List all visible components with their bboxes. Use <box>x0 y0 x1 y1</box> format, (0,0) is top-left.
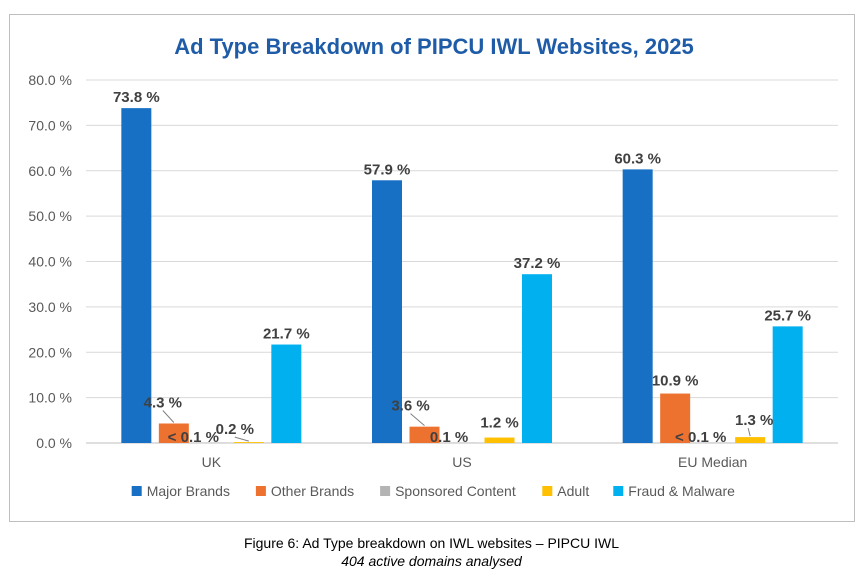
y-tick-label: 10.0 % <box>28 390 72 406</box>
x-tick-label: EU Median <box>678 454 747 470</box>
data-label: 1.3 % <box>735 412 773 429</box>
data-label: 0.2 % <box>216 421 254 438</box>
figure-subcaption: 404 active domains analysed <box>341 553 522 569</box>
bar-sponsored-content-1 <box>447 442 477 443</box>
bar-other-brands-2 <box>660 393 691 443</box>
legend-item: Fraud & Malware <box>613 483 735 499</box>
x-axis-tick-labels: UK US EU Median <box>202 454 748 470</box>
data-label: 4.3 % <box>144 394 182 411</box>
y-tick-label: 60.0 % <box>28 163 72 179</box>
data-label: 1.2 % <box>480 415 518 432</box>
data-label: 57.9 % <box>364 161 411 178</box>
x-tick-label: US <box>452 454 471 470</box>
legend-label: Adult <box>557 483 589 499</box>
y-tick-label: 50.0 % <box>28 208 72 224</box>
bar-fraud-malware-2 <box>772 326 803 443</box>
data-label: 21.7 % <box>263 326 310 343</box>
legend-swatch <box>131 486 142 496</box>
data-label: 10.9 % <box>652 373 699 390</box>
label-leader-line <box>410 413 425 427</box>
data-label: 25.7 % <box>764 307 811 324</box>
y-tick-label: 70.0 % <box>28 117 72 133</box>
bar-fraud-malware-1 <box>522 274 552 443</box>
data-label: < 0.1 % <box>675 429 726 446</box>
legend-item: Other Brands <box>255 483 354 499</box>
y-axis-tick-labels: 0.0 % 10.0 % 20.0 % 30.0 % 40.0 % 50.0 % 60.0 … <box>28 72 72 451</box>
bar-other-brands-1 <box>409 426 440 443</box>
legend-swatch <box>255 486 266 496</box>
legend-item: Major Brands <box>131 483 230 499</box>
data-label: < 0.1 % <box>168 429 219 446</box>
figure-caption: Figure 6: Ad Type breakdown on IWL websi… <box>243 535 620 551</box>
bar-adult-0 <box>233 442 264 443</box>
bar-adult-1 <box>484 437 515 443</box>
bars <box>121 108 803 444</box>
legend-swatch <box>613 486 624 496</box>
chart-frame: Ad Type Breakdown of PIPCU IWL Websites,… <box>9 14 855 522</box>
chart-title: Ad Type Breakdown of PIPCU IWL Websites,… <box>174 34 694 59</box>
legend-item: Adult <box>542 483 589 499</box>
data-label: 3.6 % <box>391 398 429 415</box>
bar-sponsored-content-0 <box>196 442 227 443</box>
data-labels: 73.8 %4.3 %< 0.1 %0.2 %21.7 %57.9 %3.6 %… <box>113 89 811 446</box>
legend: Major Brands Other Brands Sponsored Conten… <box>131 483 735 499</box>
legend-label: Major Brands <box>147 483 230 499</box>
y-tick-label: 20.0 % <box>28 344 72 360</box>
x-tick-label: UK <box>202 454 222 470</box>
y-tick-label: 80.0 % <box>28 72 72 88</box>
legend-swatch <box>380 486 391 496</box>
grid-lines <box>86 79 838 444</box>
y-tick-label: 0.0 % <box>36 435 72 451</box>
bar-chart: Ad Type Breakdown of PIPCU IWL Websites,… <box>28 34 838 499</box>
data-label: 37.2 % <box>514 255 561 272</box>
data-label: 0.1 % <box>430 429 468 446</box>
bar-other-brands-0 <box>158 423 189 443</box>
legend-swatch <box>542 486 553 496</box>
label-leader-line <box>162 410 175 423</box>
legend-label: Other Brands <box>271 483 354 499</box>
bar-adult-2 <box>735 437 766 443</box>
y-tick-label: 30.0 % <box>28 299 72 315</box>
bar-major-brands-1 <box>372 180 402 443</box>
y-tick-label: 40.0 % <box>28 254 72 270</box>
label-leader-line <box>234 436 249 442</box>
data-label: 73.8 % <box>113 89 160 106</box>
legend-label: Fraud & Malware <box>628 483 735 499</box>
bar-sponsored-content-2 <box>697 442 728 443</box>
bar-fraud-malware-0 <box>271 344 302 443</box>
legend-label: Sponsored Content <box>395 483 516 499</box>
data-label: 60.3 % <box>614 150 661 167</box>
bar-major-brands-2 <box>622 169 653 444</box>
label-leader-line <box>747 427 751 437</box>
bar-major-brands-0 <box>121 108 152 443</box>
legend-item: Sponsored Content <box>380 483 516 499</box>
